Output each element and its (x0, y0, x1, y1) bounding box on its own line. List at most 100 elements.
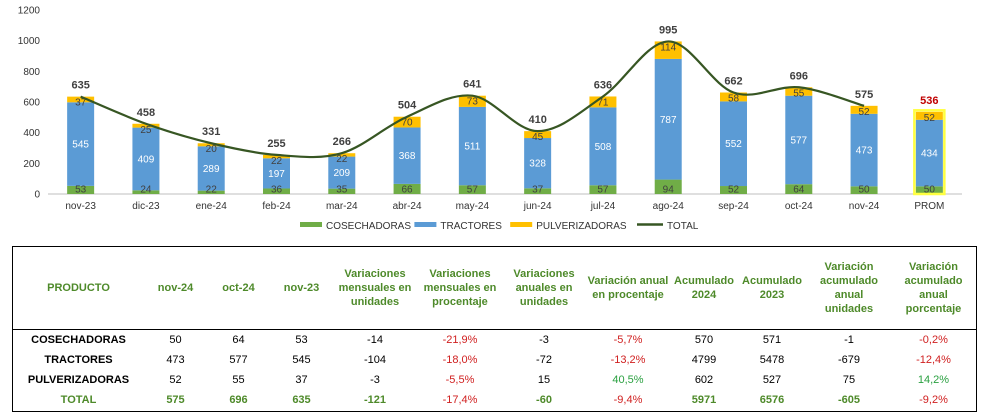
cell-oct-24: 577 (229, 354, 248, 366)
bar-tractores (458, 106, 486, 186)
x-tick-label: jun-24 (523, 201, 552, 212)
cell-var-mensual-porcentaje: -21,9% (442, 334, 478, 346)
data-label-cosechadoras: 50 (859, 185, 871, 196)
cell-nov-24: 50 (169, 334, 182, 346)
total-label: 536 (920, 95, 938, 107)
bar-pulverizadoras (132, 123, 160, 128)
legend-swatch-pulverizadoras (510, 222, 533, 227)
data-label-cosechadoras: 94 (663, 185, 675, 196)
header-var-mensual-porcentaje: Variaciones mensuales en procentaje (423, 268, 497, 308)
cell-var-mensual-unidades: -3 (370, 374, 380, 386)
x-tick-label: oct-24 (785, 201, 813, 212)
cell-nov-24: 52 (169, 374, 182, 386)
cell-acumulado-2024: 602 (694, 374, 714, 386)
cell-oct-24: 55 (232, 374, 245, 386)
bar-cosechadoras (393, 183, 421, 194)
legend-label-tractores: TRACTORES (440, 221, 502, 232)
x-tick-label: abr-24 (393, 201, 422, 212)
cell-var-anual-unidades: 15 (537, 374, 551, 386)
total-label: 255 (267, 138, 285, 150)
x-tick-label: may-24 (456, 201, 490, 212)
data-label-tractores: 577 (790, 135, 807, 146)
header-nov-23: nov-23 (283, 282, 320, 294)
bar-cosechadoras (850, 186, 878, 194)
bar-cosechadoras (915, 186, 943, 194)
header-producto: PRODUCTO (47, 282, 110, 294)
data-label-tractores: 197 (268, 169, 285, 180)
bar-pulverizadoras (850, 105, 878, 114)
legend-label-cosechadoras: COSECHADORAS (326, 221, 411, 232)
header-acumulado-2024: Acumulado 2024 (674, 275, 734, 301)
y-tick-label: 1000 (18, 36, 41, 47)
cell-nov-24: 473 (166, 354, 185, 366)
bar-tractores (524, 138, 552, 189)
header-var-mensual-unidades: Variaciones mensuales en unidades (338, 268, 412, 308)
data-label-tractores: 787 (660, 115, 677, 126)
cell-var-mensual-unidades: -121 (363, 394, 387, 406)
data-label-pulverizadoras: 52 (859, 107, 871, 118)
data-label-pulverizadoras: 22 (336, 154, 348, 165)
header-oct-24: oct-24 (222, 282, 255, 294)
total-label: 696 (790, 70, 808, 82)
bar-pulverizadoras (785, 87, 813, 96)
bar-tractores (785, 95, 813, 185)
x-tick-label: feb-24 (262, 201, 291, 212)
cell-nov-24: 575 (166, 394, 185, 406)
bar-pulverizadoras (67, 96, 95, 103)
y-tick-label: 1200 (18, 6, 41, 17)
cell-nov-23: 545 (292, 354, 311, 366)
data-label-pulverizadoras: 20 (206, 144, 218, 155)
data-label-cosechadoras: 35 (336, 185, 348, 196)
bar-pulverizadoras (524, 131, 552, 139)
data-label-pulverizadoras: 37 (75, 98, 87, 109)
data-label-cosechadoras: 53 (75, 185, 87, 196)
data-label-pulverizadoras: 70 (402, 118, 414, 129)
cell-var-anual-unidades: -60 (536, 394, 552, 406)
bar-tractores (132, 127, 160, 191)
data-label-cosechadoras: 36 (271, 185, 283, 196)
cell-producto: PULVERIZADORAS (27, 374, 130, 386)
cell-var-anual-porcentaje: -13,2% (610, 354, 646, 366)
data-label-pulverizadoras: 45 (532, 132, 544, 143)
data-label-cosechadoras: 57 (467, 185, 479, 196)
cell-var-acum-porcentaje: -9,2% (919, 394, 948, 406)
bar-cosechadoras (67, 185, 95, 194)
data-label-pulverizadoras: 52 (924, 113, 936, 124)
cell-var-anual-porcentaje: -9,4% (613, 394, 643, 406)
header-acumulado-2023: Acumulado 2023 (742, 275, 802, 301)
data-label-tractores: 209 (333, 168, 350, 179)
table-row: TRACTORES 473 577 545 -104 -18,0% -72 -13,2% 479… (13, 350, 976, 370)
bar-cosechadoras (785, 184, 813, 194)
prom-highlight-outline (913, 109, 946, 196)
legend-swatch-cosechadoras (300, 222, 322, 227)
data-label-pulverizadoras: 73 (467, 97, 479, 108)
cell-producto: TOTAL (60, 394, 97, 406)
y-tick-label: 600 (23, 98, 40, 109)
cell-nov-23: 635 (292, 394, 311, 406)
bar-cosechadoras (132, 190, 160, 194)
total-line (80, 40, 865, 159)
total-label: 458 (137, 107, 155, 119)
bar-tractores (263, 158, 290, 189)
data-label-tractores: 434 (921, 149, 938, 160)
cell-var-mensual-unidades: -14 (367, 334, 383, 346)
data-table: PRODUCTO nov-24 oct-24 nov-23 Variacione… (13, 247, 976, 410)
data-label-cosechadoras: 52 (728, 185, 740, 196)
bar-tractores (654, 58, 682, 180)
bar-cosechadoras (720, 186, 747, 194)
data-label-tractores: 552 (725, 139, 742, 150)
data-label-tractores: 473 (856, 146, 873, 157)
legend-label-total: TOTAL (667, 221, 699, 232)
data-label-tractores: 368 (399, 151, 416, 162)
data-label-cosechadoras: 66 (402, 185, 414, 196)
bar-tractores (720, 101, 747, 187)
bar-pulverizadoras (654, 41, 682, 59)
table-row: COSECHADORAS 50 64 53 -14 -21,9% -3 -5,7% 570 571… (13, 330, 976, 351)
cell-var-anual-unidades: -72 (536, 354, 552, 366)
data-label-cosechadoras: 24 (140, 185, 152, 196)
x-tick-label: ene-24 (196, 201, 228, 212)
x-tick-label: dic-23 (132, 201, 160, 212)
cell-acumulado-2024: 5971 (691, 394, 717, 406)
bar-cosechadoras (197, 190, 225, 194)
cell-var-acum-unidades: -1 (844, 334, 854, 346)
